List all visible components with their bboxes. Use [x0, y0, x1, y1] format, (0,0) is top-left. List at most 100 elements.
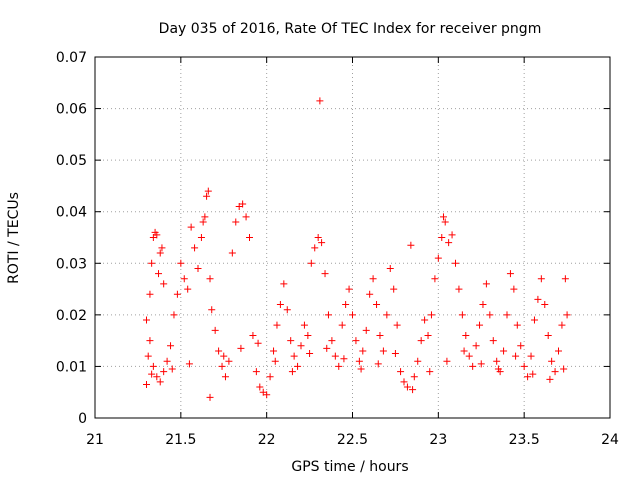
data-point-marker	[452, 259, 459, 267]
data-point-marker	[203, 192, 211, 200]
data-point-marker	[324, 311, 332, 319]
data-point-marker	[503, 311, 511, 319]
data-point-marker	[242, 213, 250, 221]
data-point-marker	[187, 223, 195, 231]
data-point-marker	[431, 275, 439, 283]
data-point-marker	[287, 337, 295, 345]
data-point-marker	[563, 311, 571, 319]
data-point-marker	[143, 380, 150, 388]
data-point-marker	[163, 357, 171, 365]
data-point-marker	[328, 337, 336, 345]
grid-layer	[95, 57, 610, 418]
data-point-marker	[421, 316, 429, 324]
data-point-marker	[448, 231, 456, 239]
data-point-marker	[379, 347, 387, 355]
data-point-marker	[458, 311, 466, 319]
data-point-marker	[146, 337, 154, 345]
data-point-marker	[438, 234, 446, 241]
data-point-marker	[551, 368, 559, 376]
data-point-marker	[460, 347, 468, 355]
data-point-marker	[206, 275, 214, 283]
y-tick-label: 0.05	[56, 153, 87, 169]
data-point-marker	[357, 365, 365, 373]
data-point-marker	[160, 368, 168, 376]
y-tick-label: 0.07	[56, 50, 87, 66]
data-point-marker	[386, 264, 394, 272]
data-point-marker	[409, 386, 417, 394]
data-point-marker	[197, 234, 205, 241]
data-point-marker	[180, 275, 188, 283]
data-point-marker	[439, 213, 447, 221]
data-point-marker	[541, 301, 549, 309]
data-point-marker	[148, 259, 156, 267]
data-point-marker	[373, 301, 381, 309]
data-point-marker	[239, 200, 247, 208]
data-point-marker	[306, 350, 314, 358]
data-point-marker	[489, 337, 497, 345]
data-point-marker	[201, 213, 209, 221]
x-tick-label: 22	[258, 432, 276, 448]
data-point-marker	[206, 393, 214, 401]
data-point-marker	[534, 295, 542, 303]
data-point-marker	[148, 370, 156, 378]
data-point-marker	[391, 350, 399, 358]
data-point-marker	[340, 355, 348, 363]
data-point-marker	[506, 270, 514, 278]
data-point-marker	[362, 326, 370, 334]
data-point-marker	[155, 270, 163, 278]
data-point-marker	[548, 357, 556, 365]
data-point-marker	[352, 337, 360, 345]
data-point-marker	[270, 347, 278, 355]
data-point-marker	[211, 326, 219, 334]
data-point-marker	[294, 362, 302, 370]
data-point-marker	[143, 316, 150, 324]
data-point-marker	[476, 321, 484, 329]
data-point-marker	[455, 285, 463, 293]
data-point-marker	[318, 239, 326, 247]
axes-layer	[94, 56, 611, 419]
data-point-marker	[366, 290, 374, 298]
data-point-marker	[477, 360, 485, 368]
data-point-marker	[520, 362, 528, 370]
data-point-marker	[510, 285, 518, 293]
y-tick-label: 0.06	[56, 102, 87, 118]
x-tick-label: 22.5	[337, 432, 368, 448]
data-point-marker	[158, 244, 166, 252]
data-point-marker	[424, 331, 432, 339]
data-point-marker	[177, 259, 185, 267]
plot-frame	[94, 56, 611, 419]
x-axis-label: GPS time / hours	[291, 459, 408, 475]
data-point-marker	[427, 311, 435, 319]
data-point-marker	[160, 280, 168, 288]
data-point-marker	[246, 234, 253, 241]
data-point-marker	[479, 301, 487, 309]
data-point-marker	[237, 344, 245, 352]
data-point-marker	[271, 357, 279, 365]
data-point-marker	[369, 275, 377, 283]
data-point-marker	[393, 321, 401, 329]
data-point-marker	[256, 383, 264, 391]
data-point-marker	[283, 306, 291, 314]
data-point-marker	[338, 321, 346, 329]
data-point-marker	[512, 352, 520, 360]
data-point-marker	[500, 347, 508, 355]
data-point-marker	[316, 97, 324, 105]
data-point-marker	[321, 270, 329, 278]
data-point-marker	[167, 342, 175, 350]
x-tick-label: 21.5	[165, 432, 196, 448]
data-point-marker	[146, 290, 154, 298]
data-point-marker	[530, 316, 538, 324]
y-axis-label: ROTI / TECUs	[6, 192, 22, 284]
data-point-marker	[434, 254, 442, 262]
data-point-marker	[560, 365, 568, 373]
y-tick-label: 0.04	[56, 205, 87, 221]
data-point-marker	[218, 362, 226, 370]
chart-title: Day 035 of 2016, Rate Of TEC Index for r…	[159, 21, 542, 37]
data-point-marker	[170, 311, 178, 319]
data-point-marker	[445, 239, 453, 247]
data-point-marker	[335, 362, 343, 370]
data-point-marker	[410, 373, 418, 381]
data-point-marker	[232, 218, 240, 226]
